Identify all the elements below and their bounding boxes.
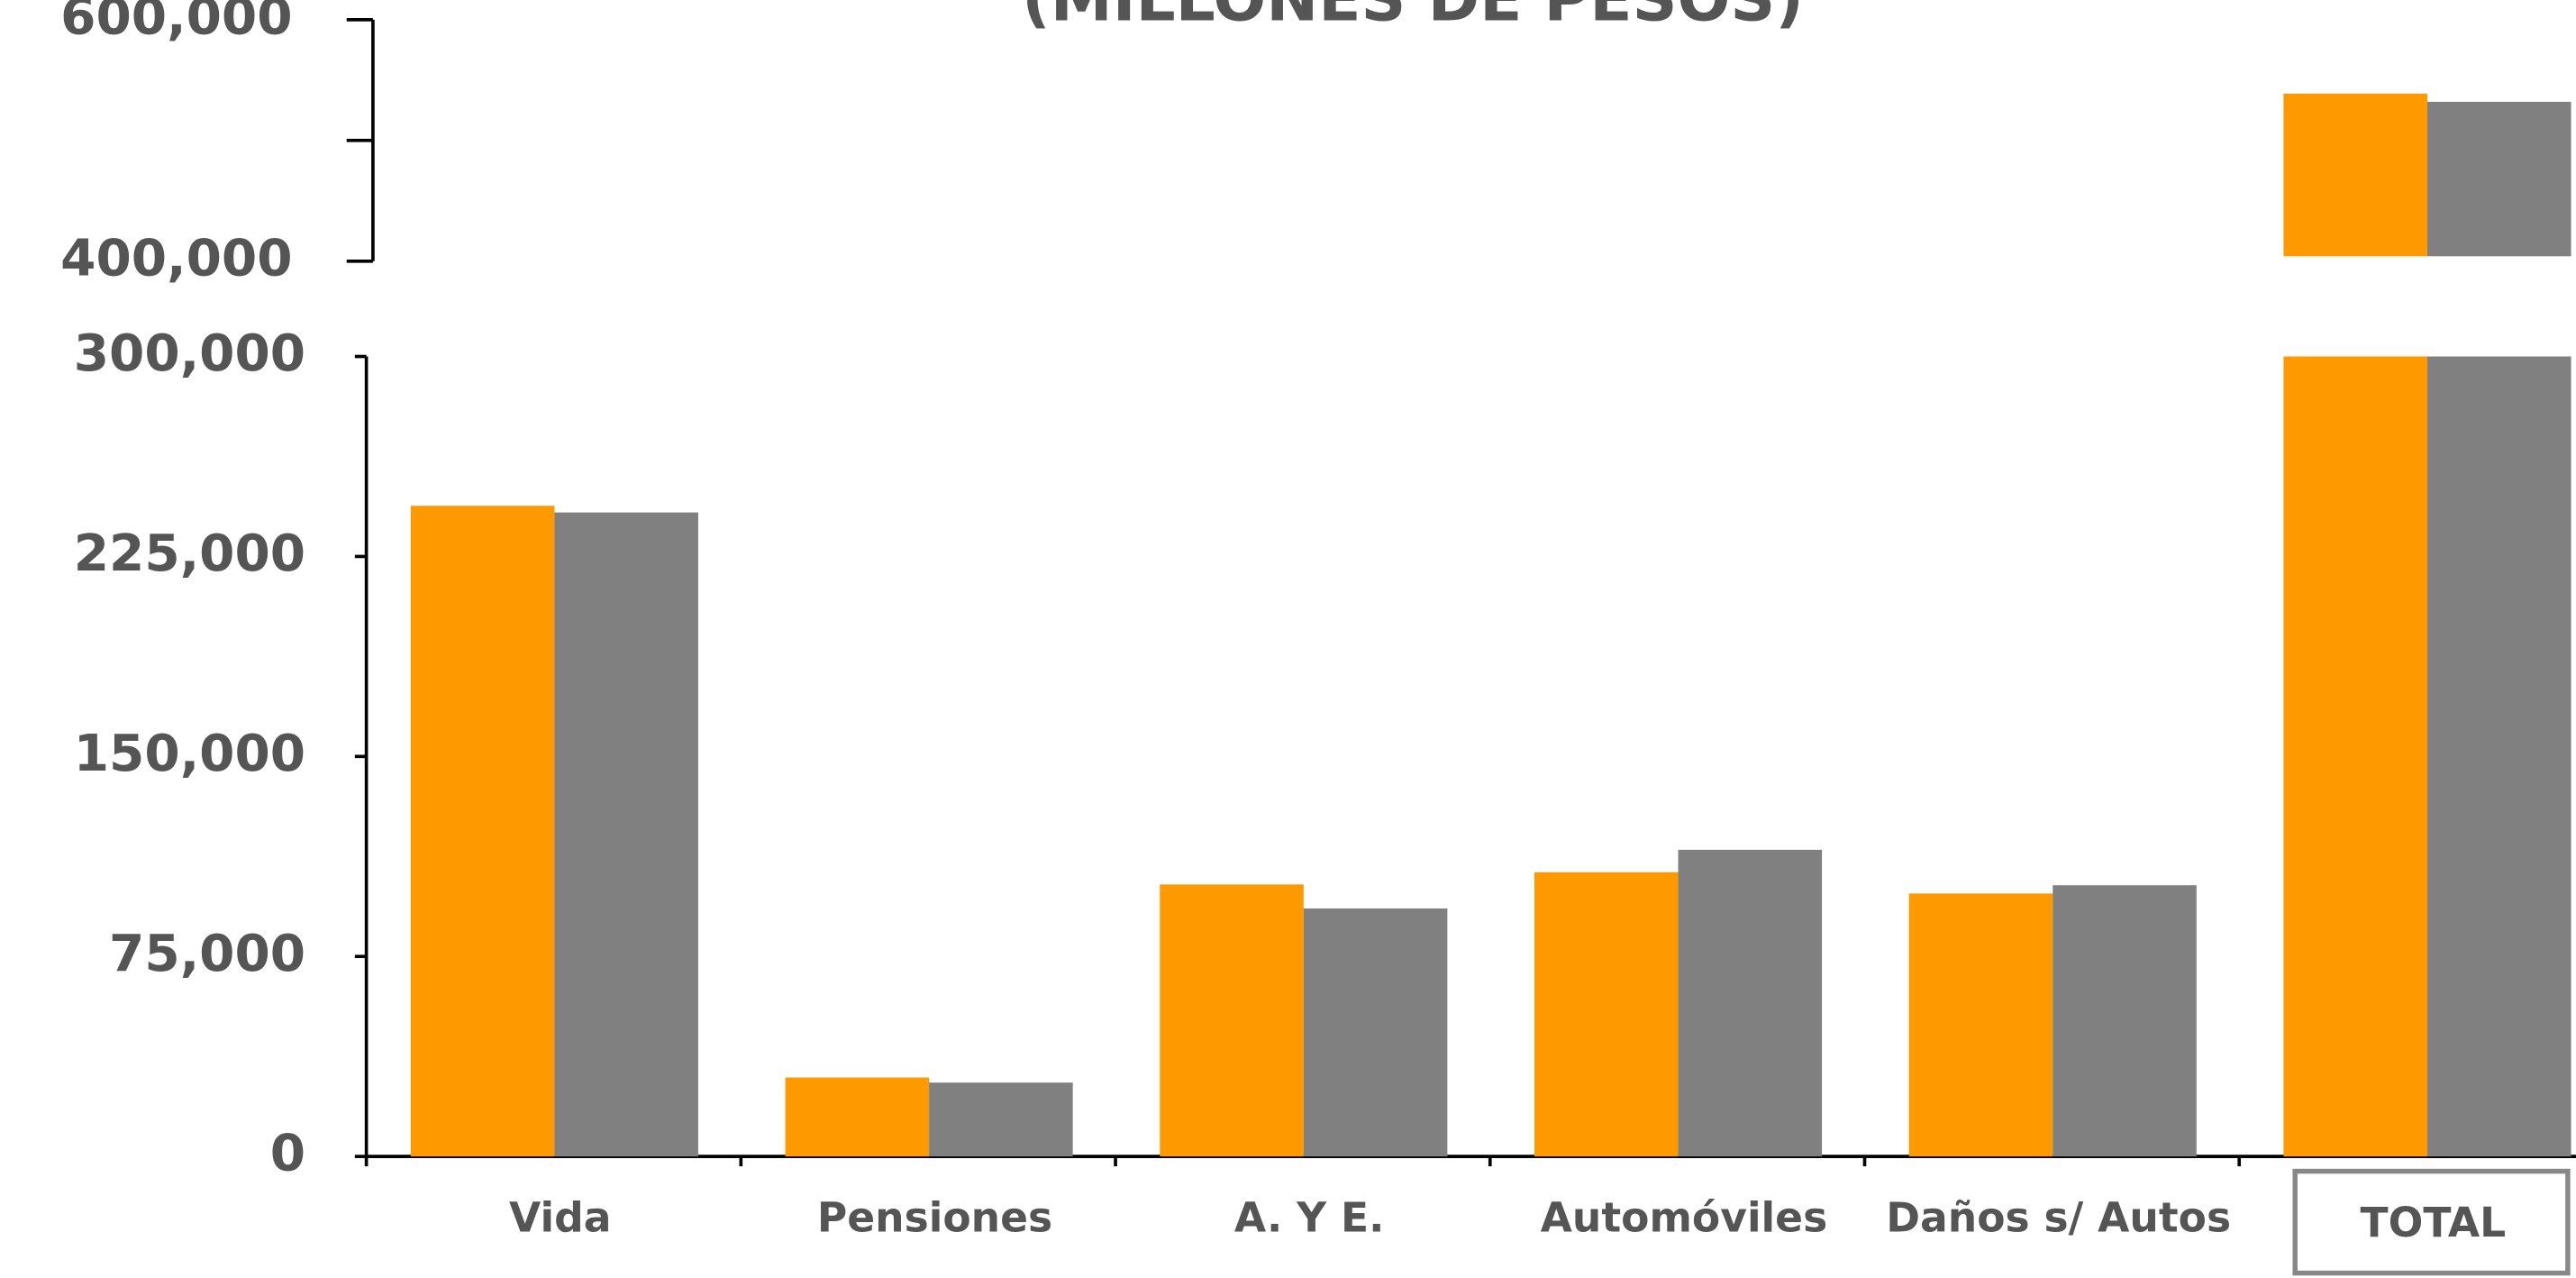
x-tick-label: Vida [509,1194,611,1242]
bar-lower [410,506,555,1157]
bar [554,512,698,1157]
total-box [2292,1168,2571,1276]
x-tick-label: A. Y E. [1234,1194,1385,1242]
bar-lower [929,1082,1073,1157]
y-tick-label: 0 [270,1125,305,1183]
bar-lower [1160,884,1304,1157]
upper-y-tick-label: 600,000 [60,0,292,46]
bar-upper [2426,101,2571,257]
bar [2053,885,2197,1157]
bar [1303,908,1448,1157]
bar-lower [554,512,698,1157]
bar [1908,893,2053,1157]
bar-lower [2426,356,2571,1157]
bar-lower [2053,885,2197,1157]
x-tick-label: TOTAL [2361,1199,2507,1246]
bar [2283,93,2427,1157]
bar [1678,849,1823,1157]
bar-lower [1534,872,1679,1157]
bar-upper [2283,93,2427,257]
upper-y-tick-label: 400,000 [60,229,292,288]
bar-lower [1303,908,1448,1157]
bar-lower [785,1077,930,1157]
y-tick-label: 300,000 [74,324,305,383]
chart-title: (MILLONES DE PESOS) [1022,0,1804,36]
x-tick-label: Automóviles [1541,1194,1828,1242]
bar-lower [1908,893,2053,1157]
y-tick-label: 225,000 [74,525,305,583]
bar-lower [2283,356,2427,1157]
bar-lower [1678,849,1823,1157]
bar [410,506,555,1157]
y-tick-label: 75,000 [109,925,305,983]
bar [2426,101,2571,1157]
bar [1160,884,1304,1157]
y-tick-label: 150,000 [74,725,305,783]
bar [785,1077,930,1157]
x-tick-label: Daños s/ Autos [1886,1194,2231,1242]
bar [1534,872,1679,1157]
bar [929,1082,1073,1157]
x-tick-label: Pensiones [817,1194,1052,1242]
